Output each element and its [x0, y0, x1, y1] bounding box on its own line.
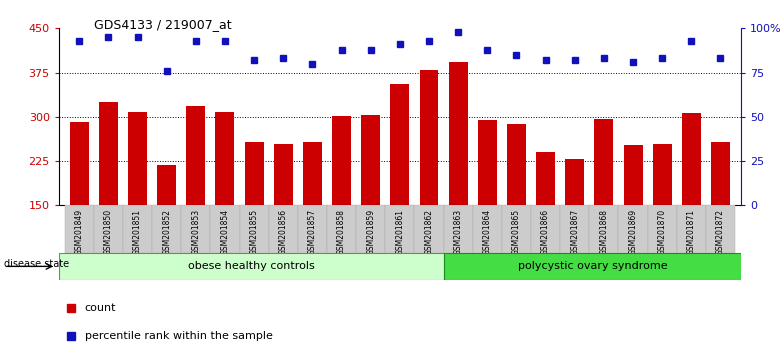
Text: GSM201859: GSM201859 — [366, 209, 376, 255]
Bar — [648, 205, 677, 253]
Bar — [64, 205, 94, 253]
Bar — [274, 144, 292, 205]
Text: GSM201865: GSM201865 — [512, 209, 521, 255]
Bar — [187, 106, 205, 205]
Text: GSM201868: GSM201868 — [600, 209, 608, 255]
Bar — [682, 113, 701, 205]
Bar — [152, 205, 181, 253]
Text: obese healthy controls: obese healthy controls — [188, 261, 315, 272]
Bar — [444, 205, 473, 253]
Bar — [181, 205, 210, 253]
Text: disease state: disease state — [4, 259, 69, 269]
Text: GSM201856: GSM201856 — [279, 209, 288, 255]
Text: GSM201849: GSM201849 — [74, 209, 84, 255]
Text: GSM201863: GSM201863 — [454, 209, 463, 255]
Bar — [448, 62, 467, 205]
Bar — [502, 205, 531, 253]
Bar — [419, 70, 438, 205]
Text: GSM201870: GSM201870 — [658, 209, 666, 255]
Bar — [477, 120, 497, 205]
Bar — [677, 205, 706, 253]
Bar — [560, 205, 590, 253]
Bar — [473, 205, 502, 253]
Bar — [94, 205, 123, 253]
Bar — [123, 205, 152, 253]
Bar — [240, 205, 269, 253]
Bar — [332, 116, 351, 205]
Text: GSM201858: GSM201858 — [337, 209, 346, 255]
Text: percentile rank within the sample: percentile rank within the sample — [85, 331, 273, 341]
Bar — [361, 115, 380, 205]
Bar — [298, 205, 327, 253]
Bar — [653, 144, 672, 205]
Text: GSM201853: GSM201853 — [191, 209, 200, 255]
Text: count: count — [85, 303, 116, 313]
Text: GSM201852: GSM201852 — [162, 209, 171, 255]
Bar — [445, 253, 741, 280]
Text: polycystic ovary syndrome: polycystic ovary syndrome — [517, 261, 667, 272]
Bar — [590, 205, 619, 253]
Text: GSM201866: GSM201866 — [541, 209, 550, 255]
Bar — [245, 142, 263, 205]
Bar — [269, 205, 298, 253]
Bar — [536, 152, 555, 205]
Text: GSM201855: GSM201855 — [249, 209, 259, 255]
Text: GSM201851: GSM201851 — [133, 209, 142, 255]
Text: GSM201871: GSM201871 — [687, 209, 696, 255]
Text: GSM201862: GSM201862 — [424, 209, 434, 255]
Text: GSM201850: GSM201850 — [103, 209, 113, 255]
Bar — [303, 142, 322, 205]
Bar — [711, 142, 730, 205]
Bar — [210, 205, 240, 253]
Bar — [59, 253, 445, 280]
Bar — [594, 119, 613, 205]
Bar — [565, 159, 584, 205]
Bar — [128, 112, 147, 205]
Bar — [623, 145, 643, 205]
Bar — [706, 205, 735, 253]
Bar — [390, 84, 409, 205]
Bar — [507, 125, 526, 205]
Bar — [327, 205, 356, 253]
Bar — [531, 205, 560, 253]
Bar — [157, 165, 176, 205]
Bar — [70, 122, 89, 205]
Bar — [415, 205, 444, 253]
Bar — [356, 205, 385, 253]
Bar — [216, 112, 234, 205]
Text: GSM201864: GSM201864 — [483, 209, 492, 255]
Text: GSM201854: GSM201854 — [220, 209, 230, 255]
Text: GSM201867: GSM201867 — [570, 209, 579, 255]
Text: GSM201857: GSM201857 — [308, 209, 317, 255]
Text: GSM201872: GSM201872 — [716, 209, 725, 255]
Bar — [385, 205, 415, 253]
Text: GSM201869: GSM201869 — [629, 209, 637, 255]
Text: GDS4133 / 219007_at: GDS4133 / 219007_at — [94, 18, 232, 31]
Bar — [619, 205, 648, 253]
Text: GSM201861: GSM201861 — [395, 209, 405, 255]
Bar — [99, 102, 118, 205]
